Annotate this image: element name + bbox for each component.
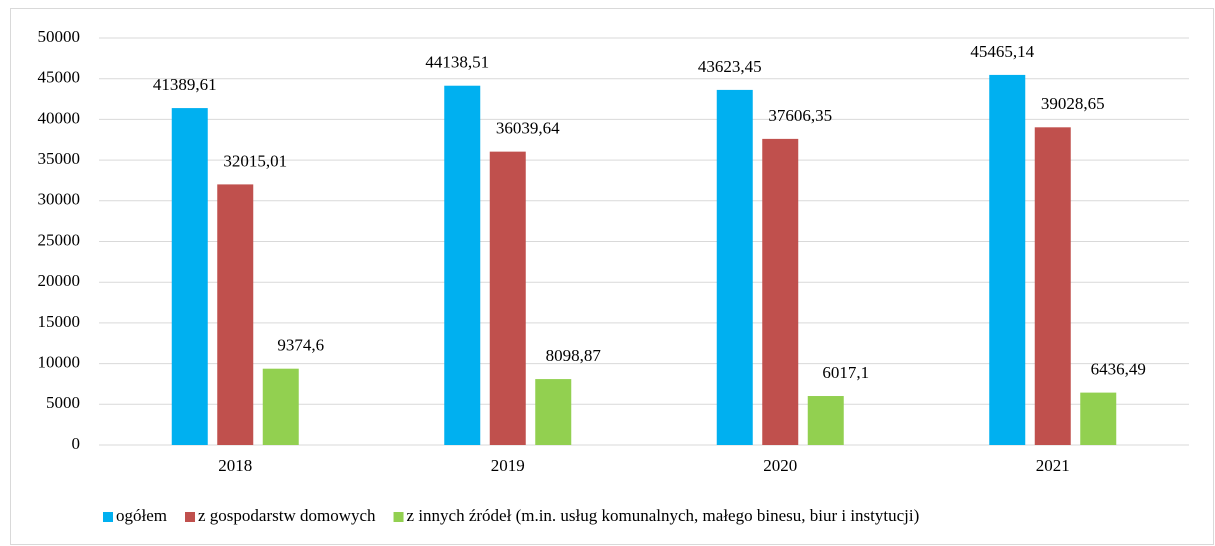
bar — [1080, 392, 1117, 445]
y-tick-label: 40000 — [38, 108, 81, 127]
value-label: 36039,64 — [496, 119, 560, 138]
x-tick-label: 2021 — [1036, 456, 1070, 475]
value-label: 6436,49 — [1091, 360, 1146, 379]
y-tick-label: 15000 — [38, 312, 81, 331]
legend-label: z innych źródeł (m.in. usług komunalnych… — [407, 506, 920, 525]
x-tick-label: 2020 — [763, 456, 797, 475]
legend-swatch — [185, 512, 195, 522]
value-label: 43623,45 — [698, 57, 762, 76]
y-tick-label: 10000 — [38, 353, 81, 372]
bar — [716, 89, 753, 445]
x-tick-label: 2018 — [218, 456, 252, 475]
bar — [807, 396, 844, 445]
y-tick-label: 45000 — [38, 68, 81, 87]
bar — [489, 151, 526, 445]
value-label: 8098,87 — [546, 346, 602, 365]
bar — [171, 108, 208, 446]
y-tick-label: 0 — [72, 434, 81, 453]
value-label: 44138,51 — [425, 53, 489, 72]
y-tick-label: 25000 — [38, 230, 81, 249]
bar — [989, 74, 1026, 445]
y-tick-label: 50000 — [38, 27, 81, 46]
legend-label: ogółem — [116, 506, 167, 525]
value-label: 6017,1 — [822, 363, 869, 382]
legend-label: z gospodarstw domowych — [198, 506, 376, 525]
value-label: 32015,01 — [223, 151, 287, 170]
value-label: 37606,35 — [768, 106, 832, 125]
legend-swatch — [393, 512, 404, 522]
bar — [762, 138, 799, 445]
y-tick-label: 5000 — [46, 393, 80, 412]
bar — [262, 368, 299, 445]
value-label: 41389,61 — [153, 75, 217, 94]
legend-swatch — [103, 512, 113, 522]
value-label: 45465,14 — [970, 42, 1034, 61]
bar — [535, 379, 572, 445]
bar — [217, 184, 254, 445]
y-tick-label: 20000 — [38, 271, 81, 290]
bar — [444, 85, 481, 446]
value-label: 39028,65 — [1041, 94, 1105, 113]
x-tick-label: 2019 — [491, 456, 525, 475]
y-tick-label: 35000 — [38, 149, 81, 168]
value-label: 9374,6 — [277, 336, 324, 355]
y-tick-label: 30000 — [38, 190, 81, 209]
bar — [1034, 127, 1071, 445]
